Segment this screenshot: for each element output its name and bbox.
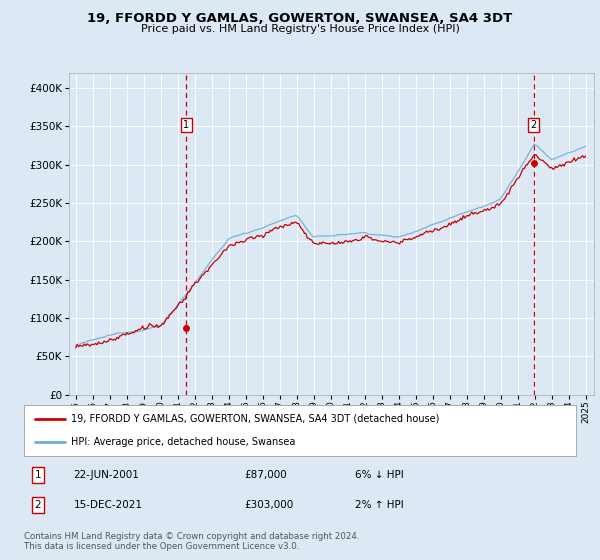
Text: HPI: Average price, detached house, Swansea: HPI: Average price, detached house, Swan… bbox=[71, 437, 295, 447]
Text: 1: 1 bbox=[34, 470, 41, 479]
Text: 15-DEC-2021: 15-DEC-2021 bbox=[74, 500, 143, 510]
Text: 19, FFORDD Y GAMLAS, GOWERTON, SWANSEA, SA4 3DT: 19, FFORDD Y GAMLAS, GOWERTON, SWANSEA, … bbox=[88, 12, 512, 25]
Text: Price paid vs. HM Land Registry's House Price Index (HPI): Price paid vs. HM Land Registry's House … bbox=[140, 24, 460, 34]
Text: 2: 2 bbox=[34, 500, 41, 510]
Text: 19, FFORDD Y GAMLAS, GOWERTON, SWANSEA, SA4 3DT (detached house): 19, FFORDD Y GAMLAS, GOWERTON, SWANSEA, … bbox=[71, 414, 439, 424]
Text: 22-JUN-2001: 22-JUN-2001 bbox=[74, 470, 140, 479]
Text: 2: 2 bbox=[531, 120, 537, 130]
Text: £87,000: £87,000 bbox=[245, 470, 287, 479]
Text: £303,000: £303,000 bbox=[245, 500, 294, 510]
Text: 6% ↓ HPI: 6% ↓ HPI bbox=[355, 470, 404, 479]
Text: Contains HM Land Registry data © Crown copyright and database right 2024.
This d: Contains HM Land Registry data © Crown c… bbox=[24, 532, 359, 552]
Text: 2% ↑ HPI: 2% ↑ HPI bbox=[355, 500, 404, 510]
Text: 1: 1 bbox=[183, 120, 189, 130]
